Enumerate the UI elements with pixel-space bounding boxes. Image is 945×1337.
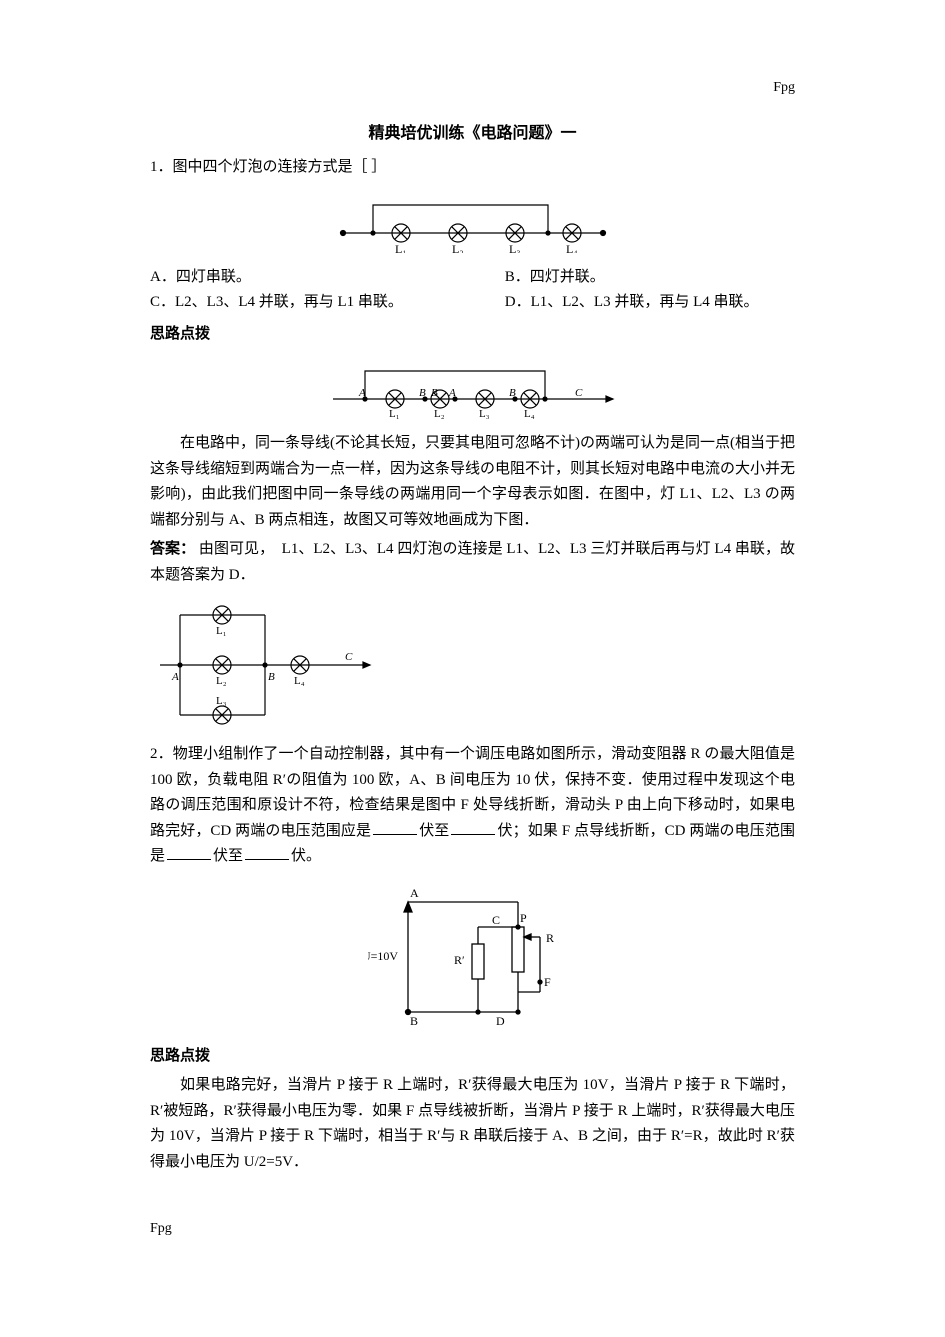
q2-mid1: 伏至 bbox=[419, 823, 449, 839]
q2-post: 伏。 bbox=[291, 848, 321, 864]
svg-text:B: B bbox=[410, 1014, 418, 1028]
svg-text:L₁: L₁ bbox=[395, 242, 407, 253]
q2-blank2 bbox=[451, 820, 495, 835]
svg-text:R′: R′ bbox=[454, 953, 465, 967]
q1-explain1: 在电路中，同一条导线(不论其长短，只要其电阻可忽略不计)の两端可认为是同一点(相… bbox=[150, 431, 795, 533]
q1-hint-title: 思路点拨 bbox=[150, 322, 795, 348]
q2-hint-title: 思路点拨 bbox=[150, 1044, 795, 1070]
svg-text:L₂: L₂ bbox=[452, 242, 464, 253]
q1-options: A．四灯串联。 B．四灯并联。 C．L2、L3、L4 并联，再与 L1 串联。 … bbox=[150, 265, 795, 316]
q2-explain: 如果电路完好，当滑片 P 接于 R 上端时，R′获得最大电压为 10V，当滑片 … bbox=[150, 1073, 795, 1175]
svg-text:C: C bbox=[492, 913, 500, 927]
q1-figure3: A B C L₁ L₂ L₃ L₄ bbox=[150, 600, 795, 730]
svg-text:L₂: L₂ bbox=[434, 408, 445, 419]
svg-text:L₄: L₄ bbox=[524, 408, 535, 419]
svg-text:L₄: L₄ bbox=[294, 675, 305, 687]
q2-blank3 bbox=[167, 845, 211, 860]
svg-text:R: R bbox=[546, 931, 554, 945]
svg-text:C: C bbox=[575, 387, 583, 399]
q2-blank4 bbox=[245, 845, 289, 860]
q1-figure1: L₁ L₂ L₃ L₄ bbox=[150, 193, 795, 253]
svg-text:L₃: L₃ bbox=[509, 242, 521, 253]
q1-optB: B．四灯并联。 bbox=[505, 265, 795, 291]
svg-text:L₄: L₄ bbox=[566, 242, 578, 253]
q2-blank1 bbox=[373, 820, 417, 835]
svg-text:L₁: L₁ bbox=[216, 625, 227, 637]
q1-figure2: A B B A B C L₁ L₂ L₃ L₄ bbox=[150, 359, 795, 419]
q2-figure: A B C D P F R R′ U=10V bbox=[150, 882, 795, 1032]
svg-text:L₂: L₂ bbox=[216, 675, 227, 687]
svg-text:A: A bbox=[358, 387, 366, 399]
q1-optD: D．L1、L2、L3 并联，再与 L4 串联。 bbox=[505, 290, 795, 316]
svg-text:A: A bbox=[171, 671, 179, 683]
svg-text:B: B bbox=[268, 671, 275, 683]
q2-mid3: 伏至 bbox=[213, 848, 243, 864]
svg-text:L₁: L₁ bbox=[389, 408, 400, 419]
svg-text:B: B bbox=[431, 387, 438, 399]
page-content: 精典培优训练《电路问题》一 1．图中四个灯泡の连接方式是［ ］ bbox=[0, 0, 945, 1329]
q1-answer: 答案： 由图可见， L1、L2、L3、L4 四灯泡の连接是 L1、L2、L3 三… bbox=[150, 537, 795, 588]
q1-stem: 1．图中四个灯泡の连接方式是［ ］ bbox=[150, 155, 795, 181]
footer-mark: Fpg bbox=[150, 1221, 172, 1237]
svg-text:C: C bbox=[345, 651, 353, 663]
q1-optA: A．四灯串联。 bbox=[150, 265, 505, 291]
svg-text:D: D bbox=[496, 1014, 505, 1028]
q1-answer-label: 答案： bbox=[150, 541, 195, 557]
svg-text:L₃: L₃ bbox=[216, 695, 227, 707]
svg-text:A: A bbox=[448, 387, 456, 399]
svg-text:F: F bbox=[544, 975, 551, 989]
q1-answer-body: 由图可见， L1、L2、L3、L4 四灯泡の连接是 L1、L2、L3 三灯并联后… bbox=[150, 541, 795, 583]
svg-text:U=10V: U=10V bbox=[368, 949, 398, 963]
header-mark: Fpg bbox=[773, 80, 795, 96]
svg-text:B: B bbox=[509, 387, 516, 399]
svg-text:A: A bbox=[410, 886, 419, 900]
svg-text:B: B bbox=[419, 387, 426, 399]
svg-text:P: P bbox=[520, 911, 527, 925]
svg-text:L₃: L₃ bbox=[479, 408, 490, 419]
q2-stem: 2．物理小组制作了一个自动控制器，其中有一个调压电路如图所示，滑动变阻器 R の… bbox=[150, 742, 795, 870]
q1-optC: C．L2、L3、L4 并联，再与 L1 串联。 bbox=[150, 290, 505, 316]
doc-title: 精典培优训练《电路问题》一 bbox=[150, 120, 795, 147]
